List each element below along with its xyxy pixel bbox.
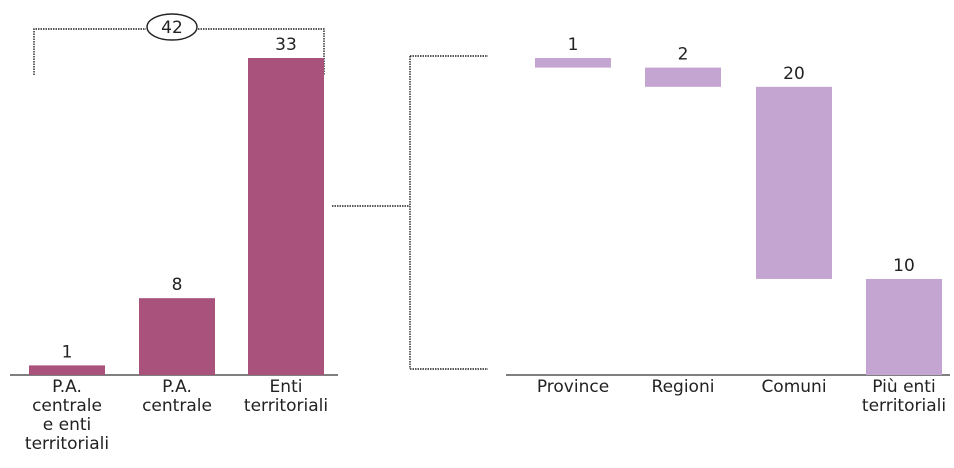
bar-value-label: 1: [62, 342, 73, 362]
bar: [756, 86, 832, 279]
x-tick-label: P.A. centrale: [142, 377, 212, 416]
total-oval: [146, 13, 198, 41]
bar: [866, 278, 942, 375]
x-tick-label: Regioni: [652, 377, 715, 397]
x-tick-label: P.A. centrale e enti territoriali: [25, 377, 109, 454]
bar-value-label: 1: [568, 35, 579, 55]
x-tick-label: Comuni: [761, 377, 826, 397]
bar-value-label: 10: [893, 256, 915, 276]
x-tick-label: Enti territoriali: [244, 377, 328, 416]
bar-value-label: 2: [678, 45, 689, 65]
bar: [248, 58, 324, 375]
total-label: 42: [161, 18, 183, 38]
x-tick-label: Più enti territoriali: [862, 377, 946, 416]
bar-value-label: 33: [275, 35, 297, 55]
bar: [29, 365, 105, 375]
bar: [139, 298, 215, 375]
right-chart: 1 Province 2 Regioni 20 Comuni 10 Più enti terri…: [535, 35, 946, 416]
bar-value-label: 20: [783, 64, 805, 84]
x-tick-label: Province: [537, 377, 609, 397]
total-bracket: [33, 28, 325, 75]
connector-bracket: [332, 55, 488, 370]
bar: [645, 67, 721, 87]
bar-value-label: 8: [172, 275, 183, 295]
bar: [535, 58, 611, 68]
left-chart: 1 P.A. centrale e enti territoriali 8 P.A. cent…: [25, 35, 328, 454]
